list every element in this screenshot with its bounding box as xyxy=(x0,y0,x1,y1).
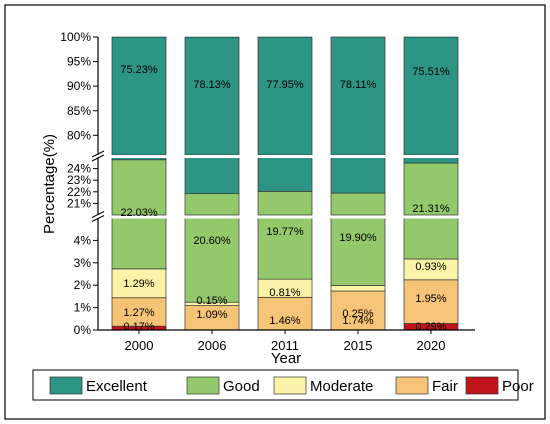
bar-segment-moderate-2000 xyxy=(111,268,167,299)
legend-label-excellent: Excellent xyxy=(86,378,148,395)
data-label-excellent: 75.23% xyxy=(120,64,158,76)
bar-segment-good-2020 xyxy=(403,162,459,216)
data-label-good: 22.03% xyxy=(120,207,158,219)
legend-label-good: Good xyxy=(223,378,260,395)
y-tick-label: 23% xyxy=(67,173,91,187)
legend-label-fair: Fair xyxy=(432,378,458,395)
bar-segment-excellent-2011 xyxy=(257,36,313,156)
data-labels-group: 75.23%22.03%1.29%1.27%0.17%78.13%20.60%0… xyxy=(120,64,450,333)
y-tick-label: 4% xyxy=(74,233,92,247)
y-tick-label: 22% xyxy=(67,185,91,199)
y-tick-label: 0% xyxy=(74,323,92,337)
y-axis-group: 0% 1% 2% 3% 4% 21%22%23%24% 80% 85% 90% 95% 100% xyxy=(60,30,99,337)
data-label-fair: 1.27% xyxy=(123,307,154,319)
y-tick-label: 2% xyxy=(74,278,92,292)
y-tick-label: 80% xyxy=(67,128,91,142)
x-tick-label: 2020 xyxy=(417,338,446,353)
legend-label-moderate: Moderate xyxy=(310,378,373,395)
axis-breaks-group xyxy=(90,150,483,222)
bar-segment-fair-2015 xyxy=(330,290,386,331)
legend: Excellent Good Moderate Fair Poor xyxy=(32,369,534,401)
bar-segment-fair-2011 xyxy=(257,296,313,331)
data-label-fair: 1.95% xyxy=(415,293,446,305)
y-tick-label: 21% xyxy=(67,196,91,210)
y-tick-label: 1% xyxy=(74,301,92,315)
data-label-moderate: 0.81% xyxy=(269,287,300,299)
legend-label-poor: Poor xyxy=(502,378,534,395)
y-axis-title: Percentage(%) xyxy=(41,134,58,234)
bar-segment-good-2015 xyxy=(330,192,386,216)
data-label-excellent: 77.95% xyxy=(266,79,304,91)
x-tick-label: 2015 xyxy=(344,338,373,353)
bar-segment-fair-2000 xyxy=(111,297,167,327)
bar-segment-good-2011 xyxy=(257,217,313,280)
axis-break-band xyxy=(90,215,483,219)
bar-segment-excellent-2011 xyxy=(257,156,313,192)
bar-segment-moderate-2015 xyxy=(330,285,386,292)
y-tick-label: 90% xyxy=(67,79,91,93)
y-tick-label: 85% xyxy=(67,104,91,118)
bar-segment-good-2006 xyxy=(184,217,240,303)
data-label-excellent: 75.51% xyxy=(412,66,450,78)
legend-swatch-excellent xyxy=(49,376,83,395)
x-tick-label: 2000 xyxy=(125,338,154,353)
legend-swatch-poor xyxy=(465,376,499,395)
legend-swatch-moderate xyxy=(273,376,307,395)
data-label-moderate: 1.29% xyxy=(123,278,154,290)
legend-swatch-fair xyxy=(395,376,429,395)
data-label-fair: 1.74% xyxy=(342,315,373,327)
axis-break-band xyxy=(90,155,483,158)
bar-segment-good-2015 xyxy=(330,217,386,286)
x-axis-group: 2000 2006 2011 2015 2020 xyxy=(98,329,475,353)
data-label-good: 19.90% xyxy=(339,232,377,244)
data-label-good: 20.60% xyxy=(193,235,231,247)
bar-segment-excellent-2006 xyxy=(184,36,240,156)
bars-group xyxy=(111,36,459,331)
data-label-fair: 1.46% xyxy=(269,315,300,327)
bar-segment-excellent-2015 xyxy=(330,156,386,194)
data-label-moderate: 0.93% xyxy=(415,261,446,273)
data-label-excellent: 78.11% xyxy=(340,79,377,91)
bar-segment-excellent-2015 xyxy=(330,36,386,156)
y-tick-label: 3% xyxy=(74,256,92,270)
bar-segment-good-2020 xyxy=(403,217,459,260)
data-label-good: 19.77% xyxy=(266,226,304,238)
data-label-moderate: 0.25% xyxy=(342,308,373,320)
data-label-good: 21.31% xyxy=(412,203,450,215)
x-tick-label: 2006 xyxy=(198,338,227,353)
bar-segment-excellent-2006 xyxy=(184,156,240,195)
data-label-moderate: 0.15% xyxy=(196,295,227,307)
bar-segment-good-2006 xyxy=(184,193,240,216)
bar-segment-excellent-2020 xyxy=(403,36,459,156)
y-tick-label: 95% xyxy=(67,55,91,69)
bar-segment-good-2000 xyxy=(111,217,167,270)
bar-segment-good-2011 xyxy=(257,190,313,216)
bar-segment-excellent-2000 xyxy=(111,36,167,156)
y-tick-label: 100% xyxy=(60,30,91,44)
bar-segment-fair-2020 xyxy=(403,279,459,324)
data-label-excellent: 78.13% xyxy=(193,79,231,91)
x-tick-label: 2011 xyxy=(271,338,299,353)
legend-swatch-good xyxy=(186,376,220,395)
x-axis-title: Year xyxy=(271,350,301,367)
y-tick-label: 24% xyxy=(67,162,91,176)
data-label-fair: 1.09% xyxy=(196,309,227,321)
